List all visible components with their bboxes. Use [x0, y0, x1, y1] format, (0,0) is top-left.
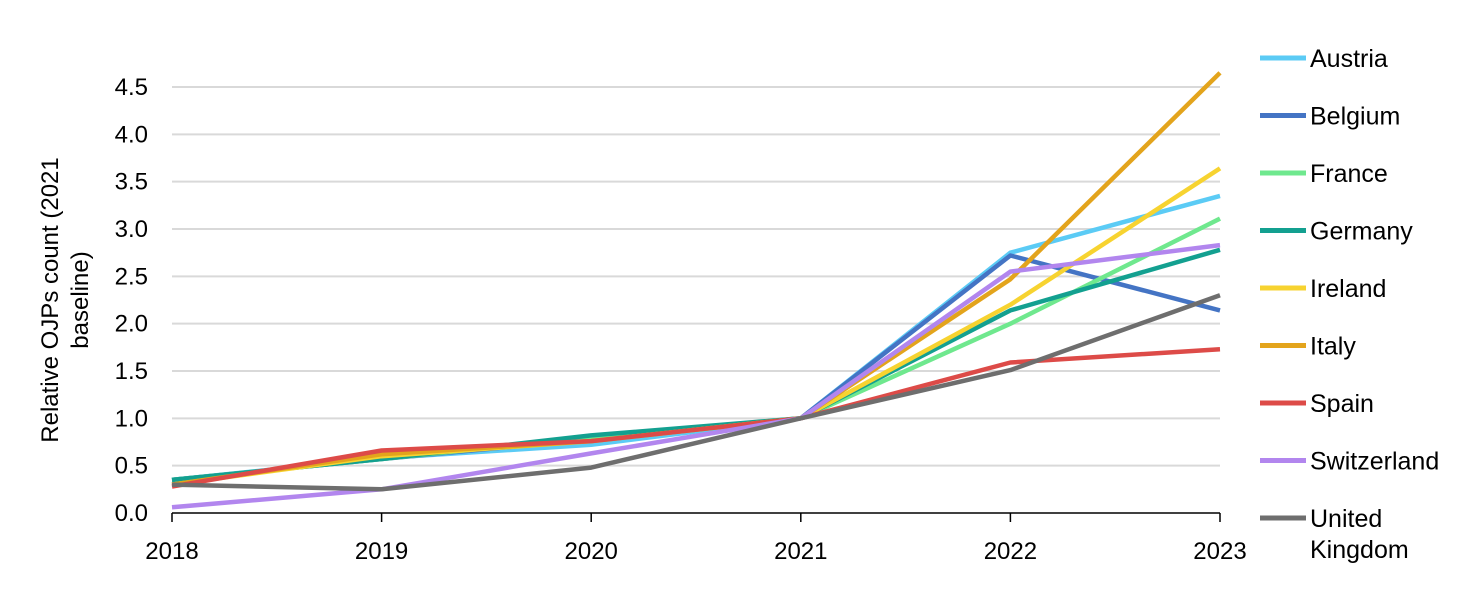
legend-label: Germany: [1310, 218, 1413, 246]
legend-label: United: [1310, 505, 1382, 533]
y-tick-label: 3.0: [115, 216, 148, 243]
legend-label: Kingdom: [1310, 536, 1409, 564]
legend-item-germany: Germany: [1260, 218, 1413, 246]
legend-label: Belgium: [1310, 103, 1400, 131]
legend-item-france: France: [1260, 160, 1388, 188]
y-tick-label: 4.5: [115, 74, 148, 101]
x-tick-label: 2020: [565, 538, 618, 565]
y-tick-label: 0.0: [115, 500, 148, 527]
legend-item-belgium: Belgium: [1260, 103, 1400, 131]
y-axis-label-line: baseline): [67, 251, 94, 348]
series-line-spain: [171, 346, 1221, 489]
legend-label: Switzerland: [1310, 448, 1439, 476]
x-tick-label: 2022: [984, 538, 1037, 565]
legend-item-austria: Austria: [1260, 45, 1388, 73]
legend-label: Italy: [1310, 333, 1356, 361]
series-lines: [171, 71, 1222, 510]
legend-label: Ireland: [1310, 275, 1386, 303]
legend-label: Spain: [1310, 390, 1374, 418]
y-tick-label: 0.5: [115, 453, 148, 480]
legend: Austria Belgium France Germany Ireland Italy S…: [1260, 45, 1439, 564]
legend-label: France: [1310, 160, 1388, 188]
x-axis: 2018 2019 2020 2021 2022 2023: [145, 512, 1247, 565]
series-line-switzerland: [171, 242, 1221, 510]
x-tick-label: 2023: [1193, 538, 1246, 565]
legend-item-ireland: Ireland: [1260, 275, 1386, 303]
x-tick-label: 2019: [355, 538, 408, 565]
legend-item-united-kingdom: United Kingdom: [1260, 505, 1409, 564]
x-tick-label: 2018: [145, 538, 198, 565]
series-line-belgium: [171, 253, 1221, 483]
legend-item-switzerland: Switzerland: [1260, 448, 1439, 476]
legend-item-spain: Spain: [1260, 390, 1374, 418]
y-tick-label: 1.0: [115, 405, 148, 432]
y-tick-label: 2.5: [115, 263, 148, 290]
legend-item-italy: Italy: [1260, 333, 1356, 361]
x-tick-label: 2021: [774, 538, 827, 565]
series-line-united-kingdom: [171, 293, 1221, 492]
y-tick-label: 4.0: [115, 121, 148, 148]
series-line-germany: [171, 247, 1221, 483]
gridlines: [172, 86, 1220, 467]
legend-label: Austria: [1310, 45, 1388, 73]
y-axis-label-line: Relative OJPs count (2021: [37, 157, 64, 442]
y-axis-label: Relative OJPs count (2021 baseline): [37, 157, 94, 442]
y-tick-label: 1.5: [115, 358, 148, 385]
y-tick-label: 2.0: [115, 311, 148, 338]
y-axis-ticks: 0.0 0.5 1.0 1.5 2.0 2.5 3.0 3.5 4.0 4.5: [115, 74, 148, 527]
y-tick-label: 3.5: [115, 169, 148, 196]
